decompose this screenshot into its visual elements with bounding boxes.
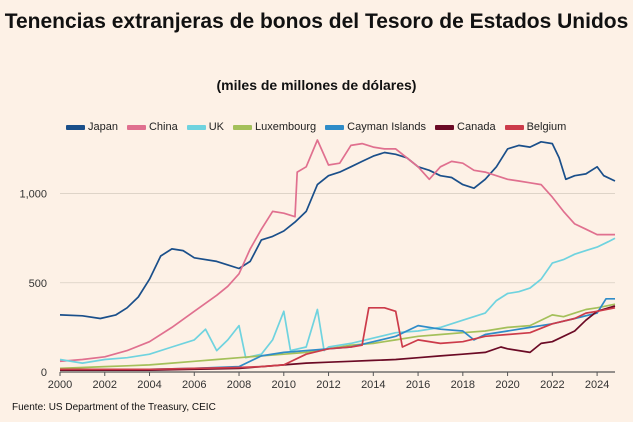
x-tick-label: 2010 [272,379,296,391]
legend-label: Japan [88,121,118,133]
y-tick-label: 0 [41,367,47,379]
legend-label: Luxembourg [255,121,317,133]
series-line-china [59,139,615,363]
legend-swatch [504,124,524,130]
legend-item: Japan [66,121,118,133]
series-line-cayman-islands [60,297,615,371]
x-tick-label: 2014 [361,379,385,391]
series-line-japan [59,140,616,320]
legend-swatch [186,124,206,130]
legend-swatch [233,124,253,130]
legend-swatch [66,124,85,130]
legend-swatch [435,124,455,130]
x-tick-label: 2002 [93,379,117,391]
legend-item: Cayman Islands [325,121,426,133]
series-line-canada [60,305,616,372]
legend-swatch [126,124,146,130]
y-tick-label: 500 [29,278,47,290]
x-tick-label: 2000 [48,379,72,391]
legend-label: UK [208,121,225,133]
x-tick-label: 2004 [137,379,161,391]
chart-legend: Japan China UK Luxembourg Cayman Islands Cana… [66,120,575,134]
legend-item: UK [186,121,225,133]
legend-label: Belgium [526,121,567,133]
series-line-belgium [60,306,616,371]
x-tick-label: 2020 [495,379,519,391]
x-tick-label: 2016 [406,379,430,391]
legend-item: Belgium [504,121,567,133]
x-tick-label: 2008 [227,379,251,391]
chart-subtitle: (miles de millones de dólares) [216,77,417,93]
x-tick-label: 2012 [316,379,340,391]
chart-title: Tenencias extranjeras de bonos del Tesor… [4,10,629,33]
series-line-uk [59,237,616,364]
legend-label: China [148,121,178,133]
legend-swatch [325,124,345,130]
x-tick-label: 2024 [585,379,609,391]
legend-item: China [126,121,178,133]
legend-item: Luxembourg [233,121,316,133]
legend-label: Canada [457,121,496,133]
x-tick-label: 2006 [182,379,206,391]
series-line-luxembourg [59,303,616,370]
legend-item: Canada [435,121,496,133]
legend-label: Cayman Islands [347,121,427,133]
x-tick-label: 2018 [451,379,475,391]
x-tick-label: 2022 [540,379,564,391]
chart-source: Fuente: US Department of the Treasury, C… [12,402,216,413]
y-tick-label: 1,000 [19,189,47,201]
